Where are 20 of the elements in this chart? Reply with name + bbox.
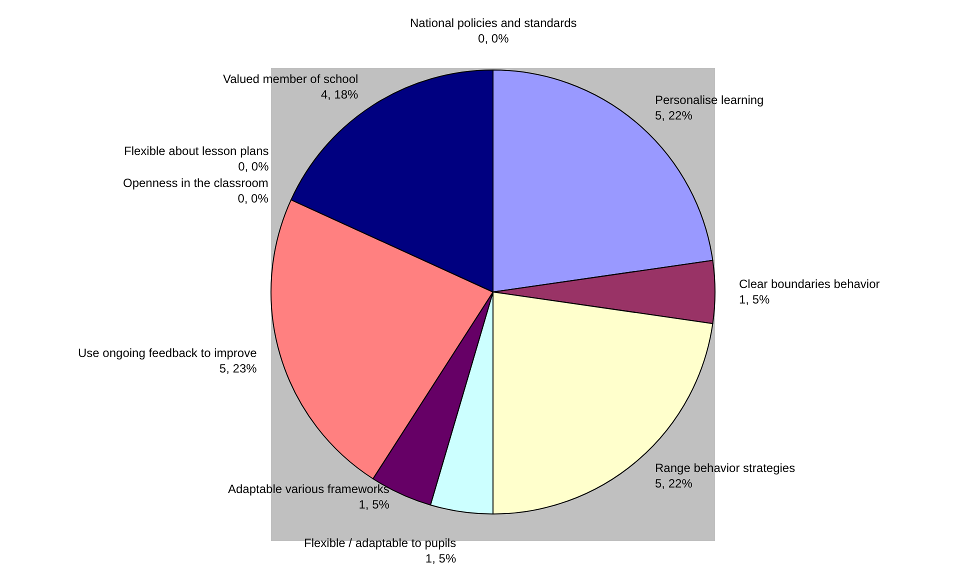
slice-label: Valued member of school (223, 72, 358, 86)
slice-label: Flexible / adaptable to pupils (304, 536, 456, 550)
data-label: 1, 5% (358, 498, 390, 512)
data-label: 1, 5% (425, 552, 456, 566)
data-label: 5, 22% (655, 108, 693, 123)
data-label: 4, 18% (320, 88, 359, 102)
slice-label: Clear boundaries behavior (739, 277, 880, 291)
text: 0, 0% (238, 160, 269, 174)
category-label: Openness in the classroom (123, 176, 268, 190)
slice-label: Adaptable various frameworks (228, 482, 390, 496)
text: 0, 0% (238, 192, 268, 206)
slice-label: Personalise learning (655, 93, 764, 107)
data-label: 5, 22% (655, 476, 693, 491)
data-label: 5, 23% (219, 362, 258, 376)
slice-label: Range behavior strategies (655, 461, 796, 475)
category-label: National policies and standards (410, 16, 577, 30)
category-label: Flexible about lesson plans (124, 144, 269, 158)
data-label: 1, 5% (739, 292, 770, 307)
slice-label: Use ongoing feedback to improve (78, 346, 258, 360)
text: 0, 0% (478, 32, 509, 46)
